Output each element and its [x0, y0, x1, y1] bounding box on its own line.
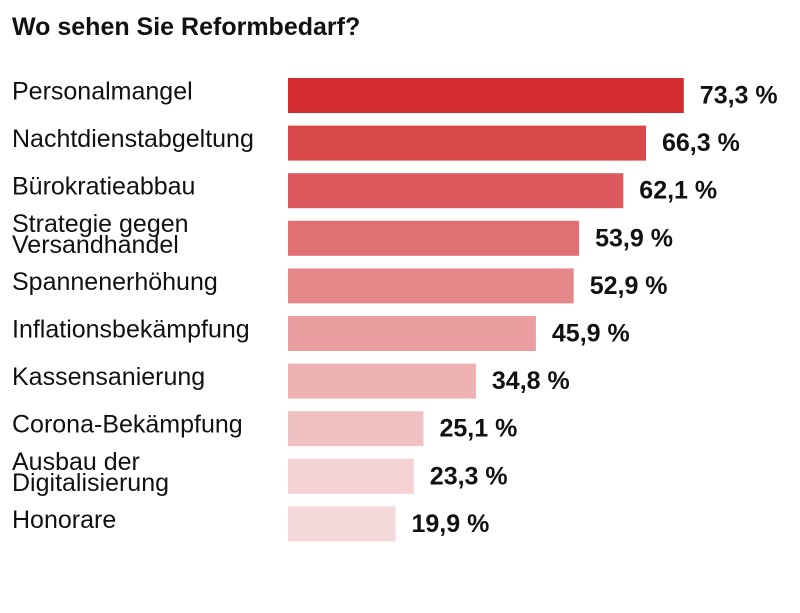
value-label-3: 62,1 %: [639, 177, 717, 205]
bars-group: [288, 78, 684, 542]
value-label-8: 25,1 %: [440, 415, 518, 443]
bar-9: [288, 458, 414, 494]
chart-title: Wo sehen Sie Reformbedarf?: [12, 13, 360, 41]
category-label-10: Honorare: [12, 506, 116, 534]
bar-1: [288, 78, 684, 113]
category-label-1: Personalmangel: [12, 78, 193, 106]
bar-10: [288, 506, 396, 542]
category-label-9: Ausbau der Digitalisierung: [12, 448, 169, 497]
bar-7: [288, 363, 476, 399]
value-labels-group: 73,3 % 66,3 % 62,1 % 53,9 % 52,9 % 45,9 % 34,8…: [412, 82, 778, 538]
category-label-3: Bürokratieabbau: [12, 173, 195, 201]
bar-4: [288, 220, 580, 256]
bar-6: [288, 316, 536, 351]
bar-8: [288, 411, 424, 447]
value-label-7: 34,8 %: [492, 367, 570, 395]
category-label-6: Inflationsbekämpfung: [12, 316, 250, 344]
category-label-8: Corona-Bekämpfung: [12, 411, 243, 439]
category-labels-group: Personalmangel Nachtdienstabgeltung Bürokr…: [12, 78, 254, 534]
bar-2: [288, 125, 646, 161]
category-label-5: Spannenerhöhung: [12, 268, 218, 296]
value-label-5: 52,9 %: [590, 272, 668, 300]
value-label-1: 73,3 %: [700, 82, 778, 110]
bar-5: [288, 268, 574, 304]
bar-3: [288, 173, 624, 209]
value-label-10: 19,9 %: [412, 510, 490, 538]
value-label-2: 66,3 %: [662, 129, 740, 157]
category-label-4: Strategie gegen Versandhandel: [12, 210, 189, 259]
value-label-9: 23,3 %: [430, 462, 508, 490]
category-label-7: Kassensanierung: [12, 363, 205, 391]
value-label-4: 53,9 %: [595, 224, 673, 252]
value-label-6: 45,9 %: [552, 320, 630, 348]
category-label-2: Nachtdienstabgeltung: [12, 125, 254, 153]
